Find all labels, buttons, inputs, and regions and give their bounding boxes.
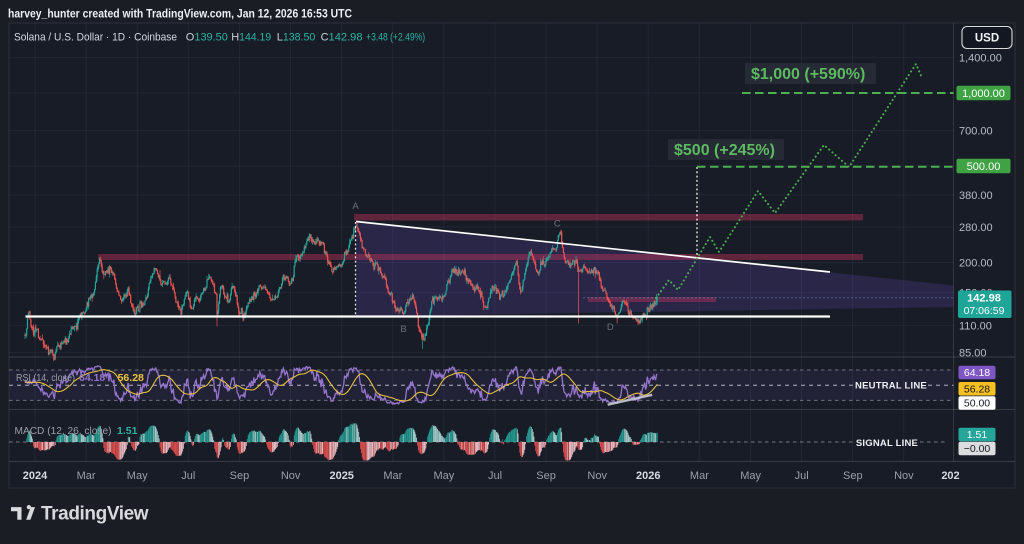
svg-text:380.00: 380.00: [959, 190, 993, 202]
svg-text:Sep: Sep: [230, 470, 250, 482]
svg-text:$500 (+245%): $500 (+245%): [674, 142, 775, 159]
svg-text:Nov: Nov: [587, 470, 607, 482]
svg-text:MACD (12, 26, close)1.51: MACD (12, 26, close) 1.51: [15, 425, 138, 437]
svg-text:200.00: 200.00: [959, 257, 993, 269]
svg-text:50.00: 50.00: [964, 398, 990, 410]
svg-text:SIGNAL LINE: SIGNAL LINE: [856, 438, 918, 449]
svg-text:−0.00: −0.00: [964, 443, 991, 455]
svg-text:$1,000 (+590%): $1,000 (+590%): [751, 66, 865, 83]
svg-text:USD: USD: [975, 33, 999, 45]
svg-text:C: C: [554, 219, 561, 230]
svg-text:2025: 2025: [329, 470, 353, 482]
svg-text:TradingView: TradingView: [41, 504, 149, 525]
svg-text:Sep: Sep: [536, 470, 556, 482]
svg-text:Jul: Jul: [181, 470, 195, 482]
svg-text:07:06:59: 07:06:59: [964, 305, 1005, 317]
svg-text:May: May: [434, 470, 455, 482]
svg-text:280.00: 280.00: [959, 222, 993, 234]
svg-text:May: May: [740, 470, 761, 482]
svg-text:Sep: Sep: [843, 470, 863, 482]
svg-text:A: A: [352, 201, 359, 212]
svg-text:Jul: Jul: [488, 470, 502, 482]
svg-text:Mar: Mar: [77, 470, 96, 482]
svg-text:B: B: [400, 324, 406, 335]
svg-text:1.51: 1.51: [967, 429, 988, 441]
svg-text:142.98: 142.98: [967, 293, 1001, 305]
svg-text:2024: 2024: [23, 470, 48, 482]
svg-text:1,000.00: 1,000.00: [962, 88, 1005, 100]
svg-text:D: D: [607, 322, 614, 333]
svg-text:700.00: 700.00: [959, 125, 993, 137]
svg-text:1,400.00: 1,400.00: [959, 53, 1002, 65]
svg-text:2026: 2026: [636, 470, 660, 482]
svg-text:56.28: 56.28: [964, 383, 990, 395]
svg-text:Mar: Mar: [690, 470, 709, 482]
svg-text:Solana / U.S. Dollar · 1D · Co: Solana / U.S. Dollar · 1D · Coinbase O139…: [14, 32, 425, 44]
svg-text:NEUTRAL LINE: NEUTRAL LINE: [855, 381, 927, 392]
svg-text:202: 202: [941, 470, 959, 482]
svg-text:500.00: 500.00: [967, 161, 1001, 173]
svg-text:64.18: 64.18: [964, 367, 990, 379]
svg-text:Nov: Nov: [894, 470, 914, 482]
svg-text:Jul: Jul: [795, 470, 809, 482]
svg-text:Nov: Nov: [281, 470, 301, 482]
svg-text:May: May: [127, 470, 148, 482]
svg-text:110.00: 110.00: [959, 320, 992, 332]
svg-text:85.00: 85.00: [959, 348, 987, 360]
svg-text:harvey_hunter created with Tra: harvey_hunter created with TradingView.c…: [8, 7, 352, 21]
svg-text:Mar: Mar: [383, 470, 402, 482]
